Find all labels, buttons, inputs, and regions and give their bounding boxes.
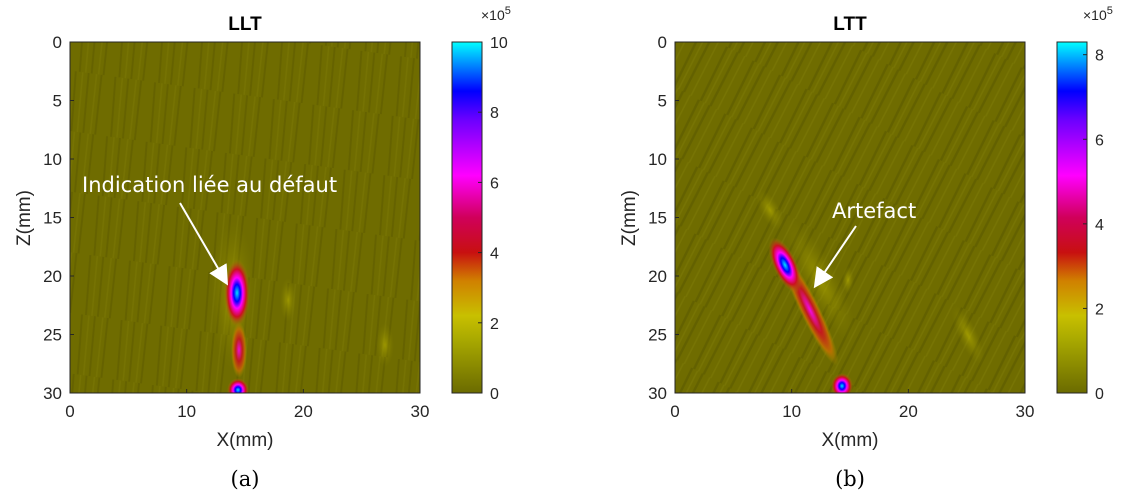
colorbar-tick-label: 10 bbox=[490, 35, 508, 52]
y-ticks: 0 5 10 15 20 25 30 bbox=[648, 33, 679, 403]
caption: (a) bbox=[231, 467, 260, 491]
x-tick-label: 20 bbox=[294, 402, 313, 421]
y-tick-label: 10 bbox=[43, 150, 62, 169]
x-tick-label: 30 bbox=[411, 402, 430, 421]
colorbar-tick-label: 0 bbox=[490, 386, 499, 403]
colorbar-tick-label: 8 bbox=[1095, 48, 1104, 65]
hotspot-ltt-1 bbox=[768, 237, 802, 293]
x-tick-label: 20 bbox=[899, 402, 918, 421]
annotation-text: Artefact bbox=[832, 199, 916, 223]
y-tick-label: 5 bbox=[53, 92, 62, 111]
colorbar-exponent: ×105 bbox=[1083, 5, 1113, 23]
colorbar-tick-label: 4 bbox=[1095, 217, 1104, 234]
colorbar-tick-label: 2 bbox=[1095, 301, 1104, 318]
x-tick-label: 30 bbox=[1016, 402, 1035, 421]
hotspot-llt-2 bbox=[227, 378, 249, 393]
glow-mark bbox=[951, 305, 985, 365]
hotspot-llt-tail bbox=[231, 322, 247, 378]
colorbar-tick-label: 6 bbox=[1095, 132, 1104, 149]
x-ticks: 0 10 20 30 bbox=[670, 389, 1034, 421]
x-axis-label: X(mm) bbox=[217, 430, 274, 451]
x-tick-label: 10 bbox=[177, 402, 196, 421]
y-tick-label: 30 bbox=[43, 384, 62, 403]
annotation-arrow bbox=[813, 225, 857, 289]
colorbar-tick-label: 4 bbox=[490, 246, 499, 263]
heatmap-features bbox=[211, 220, 394, 393]
y-tick-label: 20 bbox=[43, 267, 62, 286]
chart-title: LTT bbox=[833, 14, 867, 35]
x-tick-label: 10 bbox=[782, 402, 801, 421]
colorbar-exponent: ×105 bbox=[481, 5, 511, 23]
glow-mark bbox=[842, 266, 854, 294]
annotation-text: Indication liée au défaut bbox=[82, 173, 337, 197]
hotspot-ltt-2 bbox=[831, 373, 853, 393]
y-tick-label: 15 bbox=[648, 209, 667, 228]
x-ticks: 0 10 20 30 bbox=[65, 389, 429, 421]
y-ticks: 0 5 10 15 20 25 30 bbox=[43, 33, 74, 403]
annotation-arrow bbox=[179, 202, 229, 286]
colorbar-tick-label: 6 bbox=[490, 175, 499, 192]
y-tick-label: 5 bbox=[658, 92, 667, 111]
y-tick-label: 15 bbox=[43, 209, 62, 228]
y-tick-label: 0 bbox=[658, 33, 667, 52]
colorbar-tick-label: 0 bbox=[1095, 386, 1104, 403]
glow-mark bbox=[280, 278, 296, 322]
colorbar-ticks: 0 2 4 6 8 10 bbox=[478, 35, 508, 403]
y-tick-label: 0 bbox=[53, 33, 62, 52]
x-tick-label: 0 bbox=[670, 402, 679, 421]
chart-title: LLT bbox=[228, 14, 262, 35]
colorbar-ticks: 0 2 4 6 8 bbox=[1083, 48, 1104, 403]
caption: (b) bbox=[835, 467, 865, 491]
colorbar-tick-label: 2 bbox=[490, 316, 499, 333]
y-axis-label: Z(mm) bbox=[619, 190, 640, 246]
colorbar bbox=[1056, 41, 1088, 394]
x-tick-label: 0 bbox=[65, 402, 74, 421]
colorbar bbox=[451, 41, 483, 394]
y-tick-label: 25 bbox=[648, 326, 667, 345]
y-tick-label: 10 bbox=[648, 150, 667, 169]
y-axis-label: Z(mm) bbox=[14, 190, 35, 246]
y-tick-label: 25 bbox=[43, 326, 62, 345]
colorbar-tick-label: 8 bbox=[490, 105, 499, 122]
x-axis-label: X(mm) bbox=[822, 430, 879, 451]
y-tick-label: 20 bbox=[648, 267, 667, 286]
hotspot-llt-1 bbox=[224, 259, 250, 327]
glow-mark bbox=[376, 323, 394, 367]
glow-mark bbox=[756, 190, 784, 230]
y-tick-label: 30 bbox=[648, 384, 667, 403]
